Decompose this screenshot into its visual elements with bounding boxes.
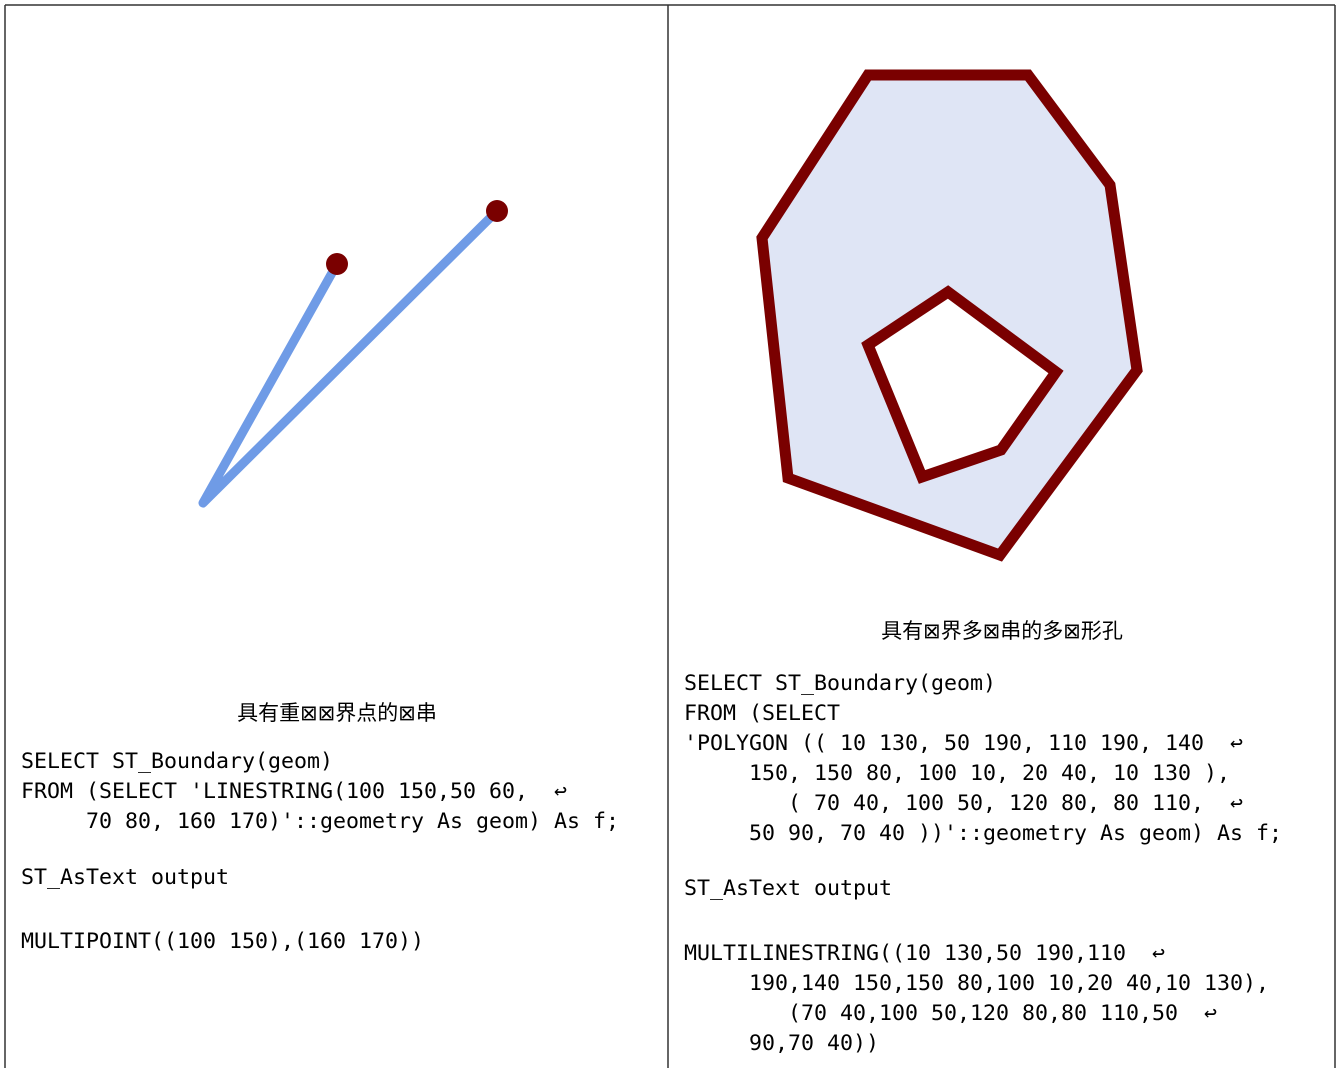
code-line: 'POLYGON (( 10 130, 50 190, 110 190, 140… xyxy=(684,731,1244,756)
code-line: FROM (SELECT 'LINESTRING(100 150,50 60, … xyxy=(21,779,568,804)
boundary-point xyxy=(326,253,348,275)
code-line: ( 70 40, 100 50, 120 80, 80 110, ↩ xyxy=(684,791,1244,816)
code-line: FROM (SELECT xyxy=(684,701,841,726)
code-line: 70 80, 160 170)'::geometry As geom) As f… xyxy=(21,809,620,834)
code-line: (70 40,100 50,120 80,80 110,50 ↩ xyxy=(684,1001,1218,1026)
code-line: SELECT ST_Boundary(geom) xyxy=(684,671,997,696)
code-line: SELECT ST_Boundary(geom) xyxy=(21,749,334,774)
code: SELECT ST_Boundary(geom) FROM (SELECT 'POL… xyxy=(684,669,1282,849)
boundary-point xyxy=(486,200,508,222)
code-line: 90,70 40)) xyxy=(684,1031,880,1056)
polygon-with-hole xyxy=(756,69,1143,562)
caption: 具有重⊠⊠界点的⊠串 xyxy=(237,701,437,725)
linestring xyxy=(198,206,502,508)
caption: 具有⊠界多⊠串的多⊠形孔 xyxy=(881,619,1123,643)
output-label: ST_AsText output xyxy=(21,865,230,890)
code-line: 50 90, 70 40 ))'::geometry As geom) As f… xyxy=(684,821,1283,846)
code-line: MULTILINESTRING((10 130,50 190,110 ↩ xyxy=(684,941,1166,966)
cell: 具有⊠界多⊠串的多⊠形孔 SELECT ST_Boundary(geom) FRO… xyxy=(669,5,1335,1068)
output: MULTIPOINT((100 150),(160 170)) xyxy=(21,927,424,957)
output: MULTILINESTRING((10 130,50 190,110 ↩ 190… xyxy=(684,939,1269,1059)
cell: 具有重⊠⊠界点的⊠串 SELECT ST_Boundary(geom) FROM … xyxy=(6,5,668,1068)
output-label: ST_AsText output xyxy=(684,876,893,901)
code-line: 150, 150 80, 100 10, 20 40, 10 130 ), xyxy=(684,761,1231,786)
code: SELECT ST_Boundary(geom) FROM (SELECT 'LI… xyxy=(21,747,619,837)
code-line: MULTIPOINT((100 150),(160 170)) xyxy=(21,929,425,954)
code-line: 190,140 150,150 80,100 10,20 40,10 130), xyxy=(684,971,1270,996)
